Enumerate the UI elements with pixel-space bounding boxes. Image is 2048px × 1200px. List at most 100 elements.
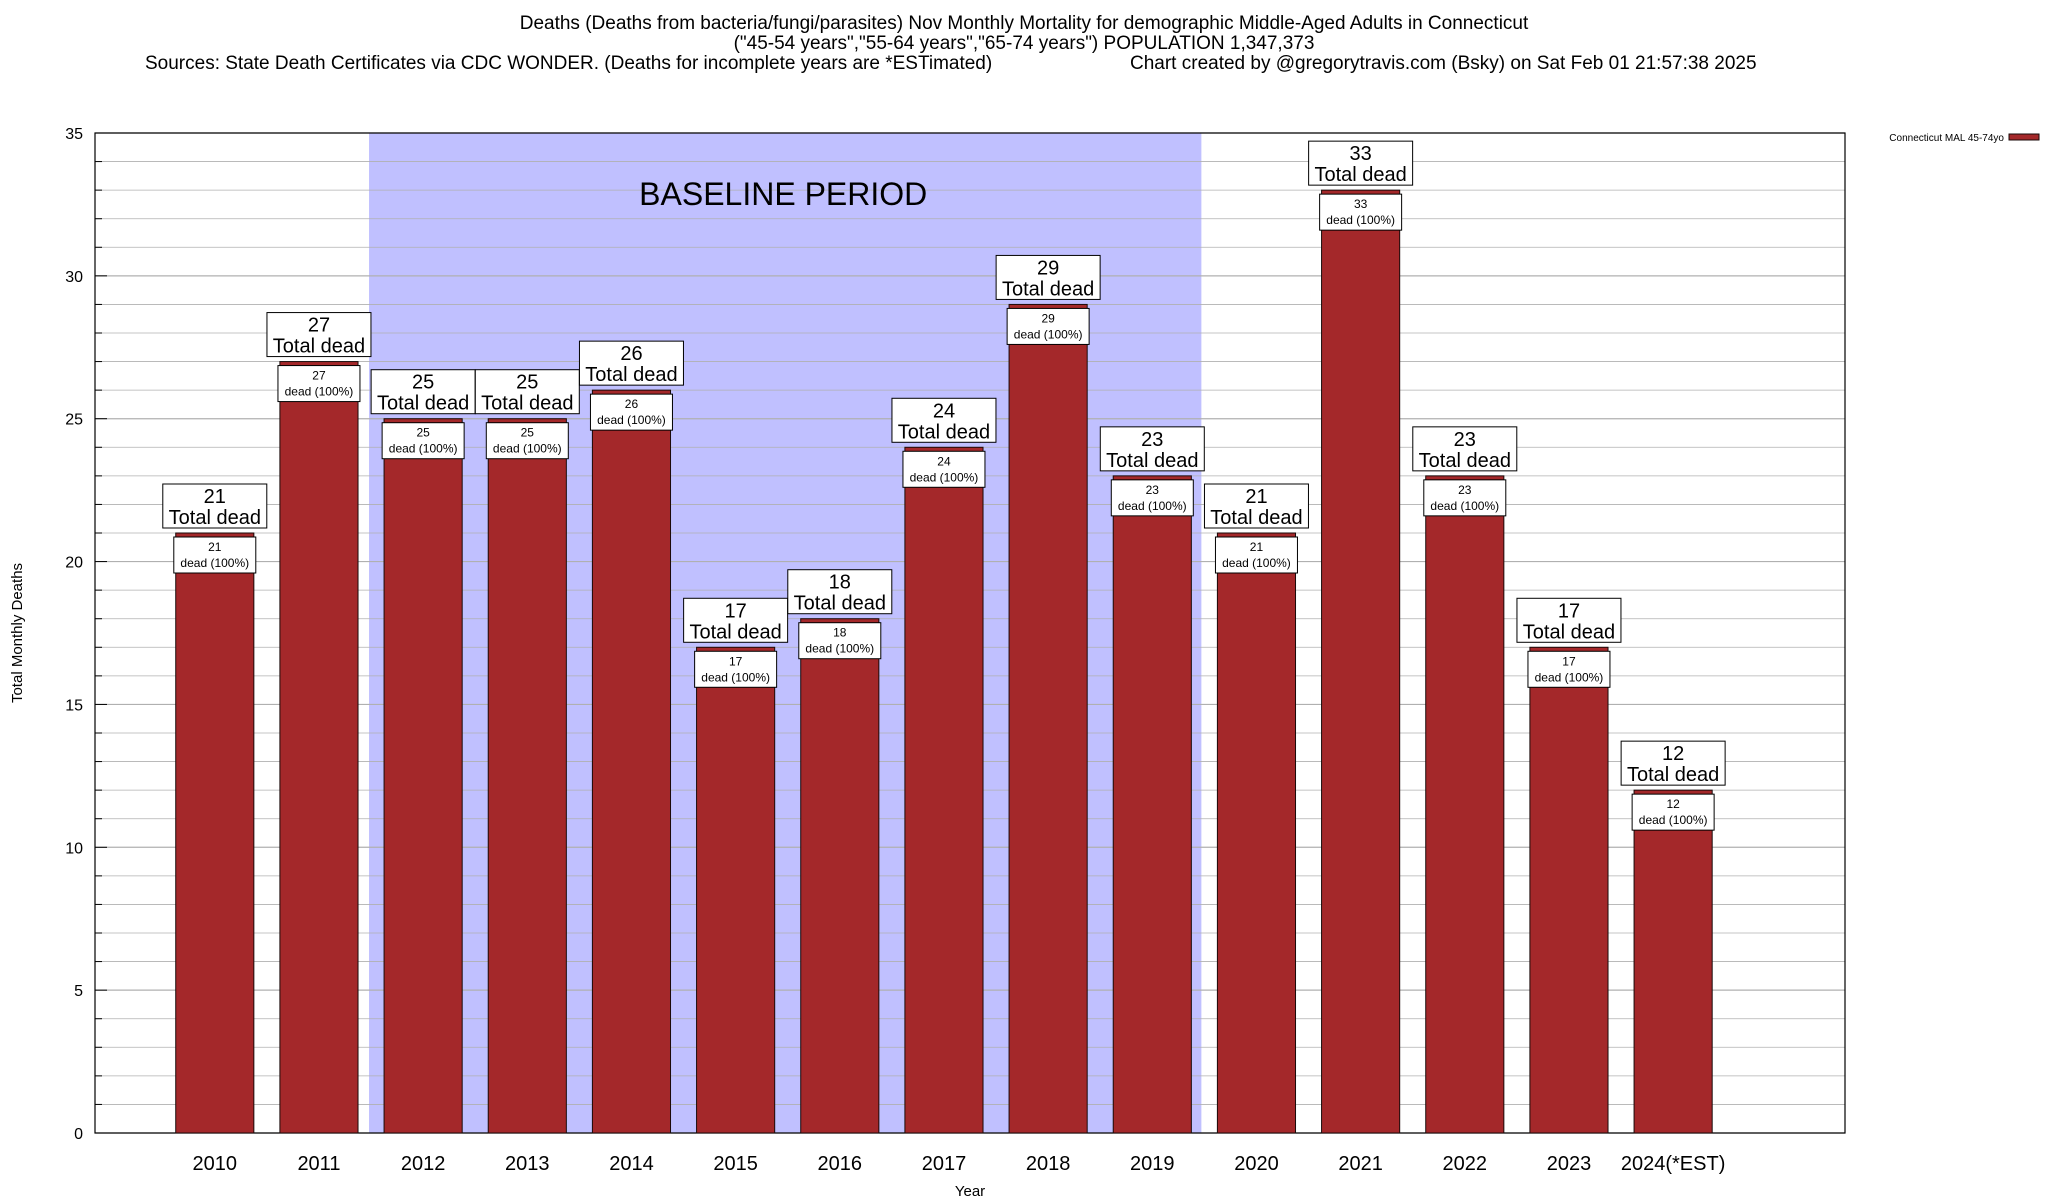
x-tick-label: 2019	[1130, 1153, 1175, 1175]
bar-total-label-box	[266, 312, 372, 358]
bar-total-label-box	[1308, 140, 1414, 186]
bar-inner-label: dead (100%)	[805, 642, 874, 656]
y-tick-label: 5	[74, 983, 83, 1000]
bar-inner-value: 23	[1146, 483, 1160, 497]
bar	[591, 389, 672, 1134]
bar-inner-label: dead (100%)	[910, 470, 979, 484]
bar-inner-label: dead (100%)	[1639, 813, 1708, 827]
bar-inner-label: dead (100%)	[1326, 213, 1395, 227]
bar-total-label: Total dead	[1002, 278, 1094, 300]
y-axis-title: Total Monthly Deaths	[9, 563, 26, 703]
bar-total-label: Total dead	[1419, 450, 1511, 472]
bar-inner-label: dead (100%)	[285, 385, 354, 399]
bar-total-label: Total dead	[1106, 450, 1198, 472]
x-tick-label: 2016	[818, 1153, 863, 1175]
x-tick-label: 2024(*EST)	[1621, 1153, 1726, 1175]
bar-total-label: Total dead	[1627, 764, 1719, 786]
x-tick-label: 2014	[609, 1153, 654, 1175]
bar-inner-value: 17	[729, 654, 743, 668]
bar-total-label-box	[683, 597, 789, 643]
x-tick-label: 2011	[297, 1153, 340, 1175]
bar	[1008, 303, 1088, 1134]
bar-total-value: 23	[1141, 429, 1163, 451]
bar-inner-label: dead (100%)	[1014, 327, 1083, 341]
chart-title-line1: Deaths (Deaths from bacteria/fungi/paras…	[519, 13, 1529, 34]
bar-inner-value: 29	[1041, 311, 1055, 325]
bar-total-label-box	[370, 369, 476, 415]
bar-total-value: 23	[1454, 429, 1476, 451]
bar-inner-value: 27	[312, 369, 326, 383]
bar-total-value: 26	[620, 343, 642, 365]
bar-inner-value: 23	[1458, 483, 1472, 497]
bar-inner-value: 18	[833, 626, 847, 640]
bar-total-label: Total dead	[1210, 507, 1302, 529]
bar-inner-label: dead (100%)	[389, 442, 458, 456]
y-tick-label: 35	[65, 126, 83, 143]
bar-total-label: Total dead	[1523, 621, 1615, 643]
bar-inner-label-box	[1527, 650, 1611, 688]
bar	[800, 618, 880, 1134]
x-tick-label: 2021	[1338, 1153, 1383, 1175]
bar-total-value: 17	[1558, 600, 1580, 622]
chart-subtitle-sources: Sources: State Death Certificates via CD…	[145, 53, 993, 74]
y-tick-label: 25	[65, 412, 83, 429]
bar-total-value: 12	[1662, 743, 1684, 765]
bar-inner-label-box	[589, 393, 673, 431]
bar-total-label: Total dead	[689, 621, 781, 643]
bar-inner-label-box	[485, 422, 569, 460]
bar-inner-label: dead (100%)	[493, 442, 562, 456]
x-tick-label: 2013	[505, 1153, 550, 1175]
bar-total-value: 29	[1037, 257, 1059, 279]
bar	[696, 646, 776, 1134]
bar-total-value: 27	[308, 315, 330, 337]
bar-inner-label-box	[1319, 193, 1403, 231]
bar-total-value: 17	[725, 600, 747, 622]
y-tick-label: 10	[65, 840, 83, 857]
bar-total-label: Total dead	[273, 336, 365, 358]
bar-total-label: Total dead	[585, 364, 677, 386]
bar	[1425, 475, 1505, 1134]
bar-total-value: 25	[412, 372, 434, 394]
bar-inner-label-box	[1006, 307, 1090, 345]
bar-inner-label-box	[1110, 479, 1194, 517]
bar-total-label-box	[1516, 597, 1622, 643]
bar-inner-value: 33	[1354, 197, 1368, 211]
bar-total-value: 21	[1245, 486, 1267, 508]
bar-inner-value: 25	[416, 426, 430, 440]
bar-inner-value: 17	[1562, 654, 1576, 668]
bar-inner-label: dead (100%)	[180, 556, 249, 570]
x-tick-label: 2018	[1026, 1153, 1071, 1175]
legend-swatch	[2008, 133, 2040, 141]
bar-total-label-box	[474, 369, 580, 415]
bar-inner-label-box	[277, 365, 361, 403]
bar-total-label: Total dead	[794, 593, 886, 615]
bar-total-value: 25	[516, 372, 538, 394]
y-tick-label: 30	[65, 269, 83, 286]
bar-total-label-box	[1099, 426, 1205, 472]
bar-inner-label-box	[694, 650, 778, 688]
bar-inner-label-box	[1214, 536, 1298, 574]
bar-inner-label: dead (100%)	[597, 413, 666, 427]
bar-inner-value: 21	[208, 540, 222, 554]
bar-total-label: Total dead	[169, 507, 261, 529]
x-tick-label: 2017	[922, 1153, 967, 1175]
bar-inner-label-box	[381, 422, 465, 460]
bar-total-label-box	[162, 483, 268, 529]
bar-total-label-box	[578, 340, 684, 386]
bar	[175, 532, 255, 1134]
bar-total-label: Total dead	[898, 421, 990, 443]
bar-inner-label-box	[1423, 479, 1507, 517]
bar-total-label-box	[1620, 740, 1726, 786]
bar-total-label-box	[995, 254, 1101, 300]
y-tick-label: 0	[74, 1126, 83, 1143]
bar-inner-label-box	[173, 536, 257, 574]
bar	[1633, 789, 1713, 1134]
legend-label: Connecticut MAL 45-74yo	[1889, 133, 2004, 144]
y-tick-label: 20	[65, 555, 83, 572]
x-tick-label: 2022	[1443, 1153, 1488, 1175]
bar-inner-value: 26	[625, 397, 639, 411]
bar-inner-value: 21	[1250, 540, 1264, 554]
bar	[904, 446, 984, 1134]
